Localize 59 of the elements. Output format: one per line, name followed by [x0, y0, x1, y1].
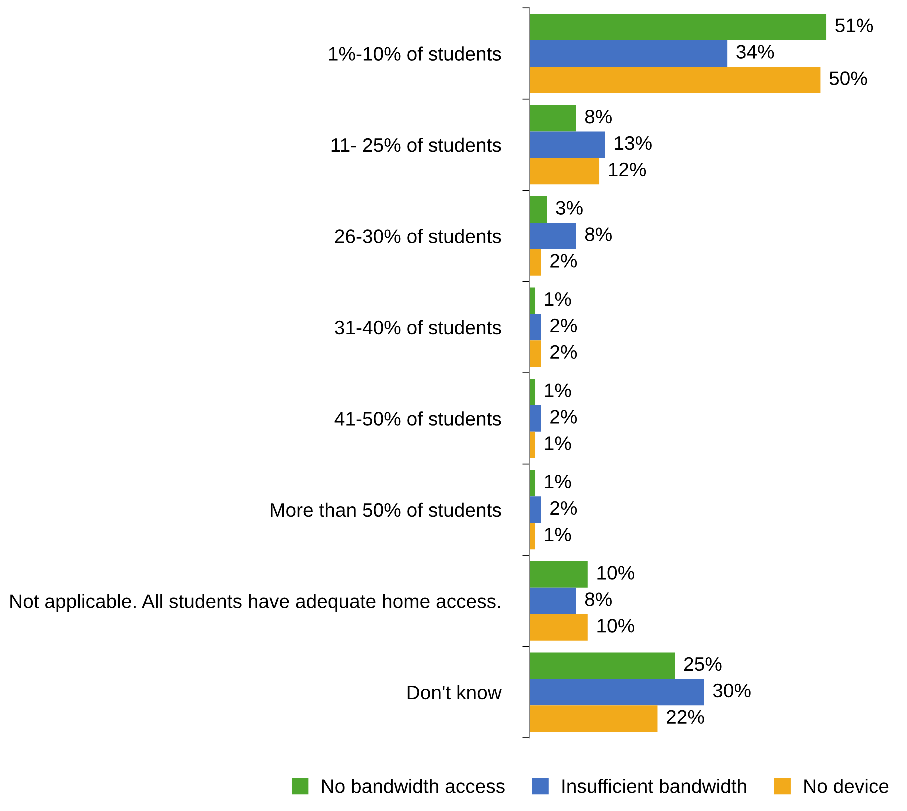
- y-tick-label: More than 50% of students: [271, 502, 502, 518]
- data-label: 51%: [836, 18, 874, 32]
- data-label: 8%: [585, 592, 612, 606]
- legend-label: Insufficient bandwidth: [562, 779, 746, 794]
- bar: [530, 614, 588, 641]
- y-tick-label: 26-30% of students: [335, 229, 502, 244]
- bar: [530, 588, 576, 614]
- y-tick-label: 1%-10% of students: [329, 46, 502, 61]
- bar: [530, 40, 728, 67]
- bar: [530, 340, 542, 368]
- data-label: 30%: [713, 684, 751, 698]
- bar: [530, 679, 704, 706]
- bar: [530, 706, 658, 732]
- bar: [530, 496, 542, 524]
- data-label: 1%: [545, 292, 572, 306]
- data-label: 2%: [550, 318, 578, 333]
- data-label: 10%: [598, 619, 634, 633]
- data-label: 10%: [598, 566, 634, 580]
- y-tick-label: 41-50% of students: [334, 412, 502, 426]
- bar: [530, 523, 536, 550]
- bar: [530, 314, 542, 341]
- data-label: 2%: [550, 254, 578, 268]
- bar: [530, 432, 536, 458]
- data-label: 1%: [545, 528, 572, 542]
- data-label: 1%: [545, 384, 572, 398]
- bar: [530, 14, 827, 40]
- data-label: 25%: [684, 657, 722, 672]
- bar: [530, 105, 576, 132]
- data-label: 50%: [830, 72, 868, 86]
- bar: [530, 196, 548, 223]
- data-label: 34%: [736, 45, 774, 59]
- data-label: 22%: [667, 710, 704, 724]
- bar: [530, 561, 588, 588]
- legend-label: No device: [804, 779, 889, 794]
- data-label: 2%: [550, 345, 578, 360]
- bar: [530, 158, 600, 185]
- y-tick-label: Don't know: [408, 685, 502, 700]
- data-label: 3%: [556, 201, 583, 215]
- data-label: 12%: [609, 162, 646, 177]
- bar: [530, 405, 542, 432]
- data-label: 2%: [550, 501, 578, 516]
- bar: [530, 249, 542, 276]
- data-label: 8%: [585, 228, 612, 242]
- bar: [530, 288, 536, 314]
- data-label: 1%: [545, 436, 572, 450]
- y-tick-label: Not applicable. All students have adequate home access.: [10, 594, 500, 612]
- legend-label: No bandwidth access: [322, 779, 505, 794]
- data-label: 13%: [615, 136, 652, 150]
- y-tick-label: 11- 25% of students: [332, 138, 502, 152]
- data-label: 8%: [585, 110, 612, 124]
- bar: [530, 470, 536, 497]
- data-label: 1%: [545, 474, 572, 489]
- bar: [530, 132, 606, 158]
- bar: [530, 378, 536, 406]
- data-label: 2%: [550, 410, 578, 424]
- bar: [530, 652, 676, 680]
- bar: [530, 222, 576, 250]
- y-tick-label: 31-40% of students: [335, 320, 502, 335]
- bar: [530, 66, 821, 94]
